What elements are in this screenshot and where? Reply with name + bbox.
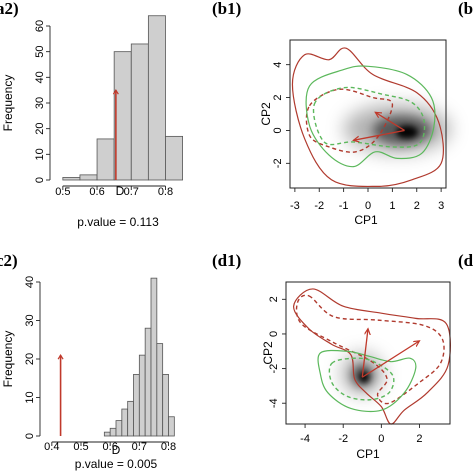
direction-arrow [361, 341, 419, 378]
x-tick-label: -2 [338, 433, 348, 445]
red-dashed-contour [305, 88, 394, 153]
histogram-bar [79, 174, 98, 181]
histogram-bar [165, 135, 183, 181]
x-tick-label: 0.5 [73, 441, 88, 453]
y-tick-label: 50 [34, 46, 46, 58]
panel-label-d-cut: (d [458, 251, 474, 270]
x-tick-label: 0.6 [103, 441, 118, 453]
y-axis-title: CP2 [261, 341, 275, 365]
histogram-bar [109, 427, 117, 437]
x-tick-label: 2 [414, 200, 420, 212]
green-solid-contour [305, 65, 436, 168]
x-tick-label: 0.8 [161, 441, 176, 453]
x-tick-label: 2 [416, 433, 422, 445]
panel-label-c2: c2) [0, 251, 18, 270]
y-axis-title: CP2 [259, 102, 273, 126]
x-tick-label: -3 [290, 200, 300, 212]
density-plot-b1: -3 -2 -1 0 1 2 3 -2 0 2 4 CP1 CP2 [259, 39, 451, 227]
x-tick-label: 0 [365, 200, 371, 212]
y-tick-label: 2 [268, 296, 280, 302]
observed-value-arrowhead [57, 354, 64, 360]
green-solid-contour [317, 349, 417, 413]
density-plot-d1: -4 -2 0 2 -4 -2 0 2 CP1 CP2 [261, 281, 451, 461]
x-axis-title: CP1 [354, 213, 378, 227]
x-tick-label: 1 [389, 200, 395, 212]
y-axis-title: Frequency [1, 331, 15, 388]
direction-arrow [361, 329, 368, 378]
x-tick-label: 3 [438, 200, 444, 212]
red-solid-contour [291, 47, 444, 188]
y-tick-label: 2 [272, 94, 284, 100]
histogram-bar [115, 420, 123, 437]
histogram-bar [133, 373, 140, 437]
green-dashed-contour [328, 357, 395, 401]
x-tick-label: -4 [300, 433, 310, 445]
y-tick-label: 10 [24, 391, 36, 403]
x-axis-title: CP1 [356, 447, 380, 461]
y-tick-label: 20 [34, 123, 46, 135]
y-tick-label: -4 [268, 398, 280, 408]
observed-value-arrowhead [112, 89, 119, 95]
x-tick-label: -1 [339, 200, 349, 212]
histogram-bar [130, 43, 149, 181]
histogram-bar [121, 408, 129, 437]
y-tick-label: 10 [34, 148, 46, 160]
p-value-text: p.value = 0.113 [77, 215, 159, 229]
panel-label-b-cut: (b [458, 0, 473, 18]
y-tick-label: -2 [268, 364, 280, 374]
histogram-bar [113, 51, 132, 181]
y-tick-label: 20 [24, 353, 36, 365]
y-tick-label: 0 [268, 331, 280, 337]
y-tick-label: 0 [34, 177, 46, 183]
y-tick-label: 0 [24, 433, 36, 439]
y-tick-label: 30 [34, 97, 46, 109]
histogram-bar [103, 431, 111, 437]
y-tick-label: -2 [272, 158, 284, 168]
direction-arrow [353, 129, 405, 140]
x-tick-label: 0.7 [132, 441, 147, 453]
histogram-a2: 0.5 0.6 0.7 0.8 0 10 20 30 40 50 60 D Frequency p.val… [1, 15, 183, 229]
x-tick-label: 0.7 [124, 186, 139, 198]
x-axis-title: D [112, 443, 121, 457]
histogram-bar [96, 138, 115, 181]
histogram-bar [138, 354, 146, 437]
y-tick-label: 4 [272, 62, 284, 68]
p-value-text: p.value = 0.005 [75, 457, 158, 471]
panel-label-b1: (b1) [212, 0, 241, 18]
x-tick-label: -2 [314, 200, 324, 212]
x-tick-label: 0.6 [89, 186, 104, 198]
histogram-bar [156, 343, 164, 437]
histogram-bar [162, 373, 169, 437]
x-tick-label: 0.5 [55, 186, 70, 198]
y-tick-label: 40 [24, 276, 36, 288]
x-axis-title: D [116, 184, 125, 198]
histogram-bar [168, 416, 175, 437]
panel-label-a2: a2) [0, 0, 19, 18]
direction-arrow [375, 112, 405, 131]
histogram-bar [147, 15, 166, 181]
histogram-bar [62, 177, 81, 181]
histogram-bar [127, 400, 134, 437]
red-dashed-contour [295, 294, 445, 405]
y-tick-label: 30 [24, 314, 36, 326]
histogram-bar [144, 327, 152, 437]
y-axis-title: Frequency [1, 75, 15, 132]
plot-frame [285, 281, 451, 425]
panel-label-d1: (d1) [212, 251, 241, 270]
y-tick-label: 40 [34, 71, 46, 83]
y-tick-label: 60 [34, 20, 46, 32]
x-tick-label: 0 [378, 433, 384, 445]
histogram-bar [150, 277, 158, 437]
y-tick-label: 0 [272, 127, 284, 133]
x-tick-label: 0.4 [44, 441, 59, 453]
histogram-c2: 0.4 0.5 0.6 0.7 0.8 0 10 20 30 40 D Frequency p.valu… [1, 276, 176, 471]
x-tick-label: 0.8 [158, 186, 173, 198]
